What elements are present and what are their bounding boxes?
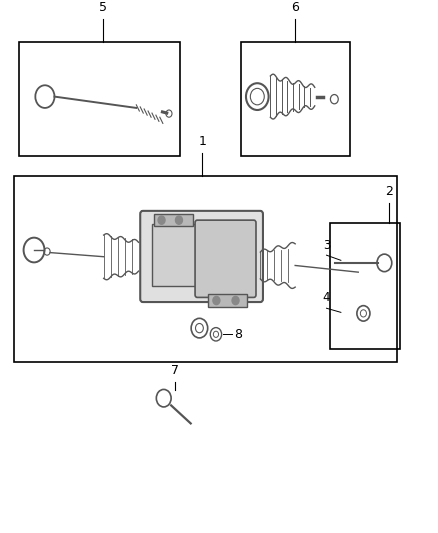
Text: 4: 4: [323, 291, 330, 304]
Text: 2: 2: [385, 185, 393, 198]
Text: 7: 7: [172, 364, 180, 377]
Text: 5: 5: [99, 1, 106, 14]
Bar: [154, 214, 193, 226]
Bar: [208, 294, 247, 306]
Text: 1: 1: [198, 135, 206, 148]
FancyBboxPatch shape: [195, 220, 256, 297]
Circle shape: [176, 216, 183, 224]
Text: 8: 8: [234, 328, 242, 341]
Bar: [152, 224, 197, 286]
Circle shape: [158, 216, 165, 224]
Bar: [241, 42, 350, 156]
Text: 6: 6: [291, 1, 299, 14]
Bar: [19, 42, 180, 156]
Circle shape: [232, 296, 239, 305]
Text: 3: 3: [323, 239, 330, 252]
Bar: [14, 176, 397, 361]
Bar: [330, 222, 399, 349]
Circle shape: [213, 296, 220, 305]
FancyBboxPatch shape: [140, 211, 263, 302]
